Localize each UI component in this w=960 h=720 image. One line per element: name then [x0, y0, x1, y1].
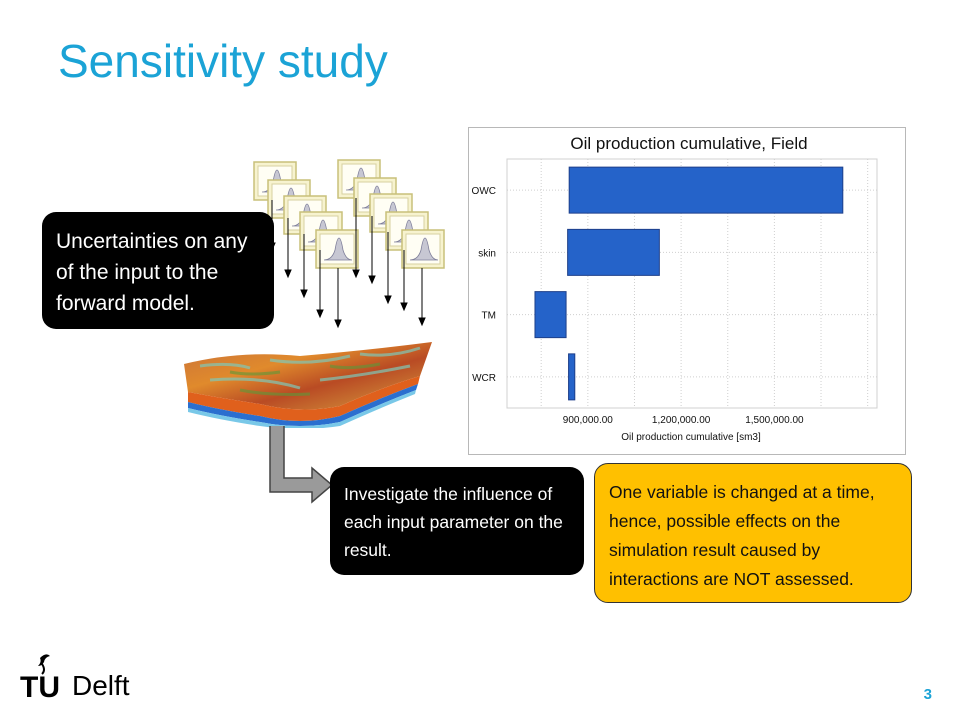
category-label: TM [482, 311, 496, 322]
category-label: WCR [472, 373, 496, 384]
tu-delft-logo: TU [20, 654, 60, 700]
reservoir-model-icon [184, 342, 432, 428]
probability-distribution-icon [253, 159, 445, 329]
chart-title: Oil production cumulative, Field [570, 134, 807, 153]
x-axis-label: Oil production cumulative [sm3] [621, 432, 761, 443]
uncertainties-callout: Uncertainties on any of the input to the… [42, 212, 274, 329]
x-tick-label: 900,000.00 [563, 415, 613, 426]
page-number: 3 [923, 686, 932, 703]
bar-tm [534, 291, 567, 339]
bars [534, 166, 844, 401]
category-label: OWC [472, 186, 496, 197]
category-labels: OWC skin TM WCR [472, 186, 496, 384]
investigate-callout: Investigate the influence of each input … [330, 467, 584, 575]
chart-canvas: Oil production cumulative, Field OWC skin… [472, 134, 878, 443]
bar-skin [567, 228, 660, 276]
logo-mark: TU [20, 671, 60, 700]
x-tick-label: 1,500,000.00 [745, 415, 804, 426]
logo-text: Delft [72, 670, 130, 701]
interaction-note: One variable is changed at a time, hence… [594, 463, 912, 603]
page-title: Sensitivity study [58, 35, 388, 87]
bar-wcr [568, 353, 576, 401]
tick-labels: 900,000.00 1,200,000.00 1,500,000.00 [563, 415, 804, 426]
category-label: skin [478, 248, 496, 259]
down-right-arrow-icon [269, 426, 334, 504]
grid-lines [507, 159, 877, 408]
x-tick-label: 1,200,000.00 [652, 415, 711, 426]
bar-owc [568, 166, 844, 214]
tornado-chart: Oil production cumulative, Field OWC skin… [468, 127, 906, 455]
